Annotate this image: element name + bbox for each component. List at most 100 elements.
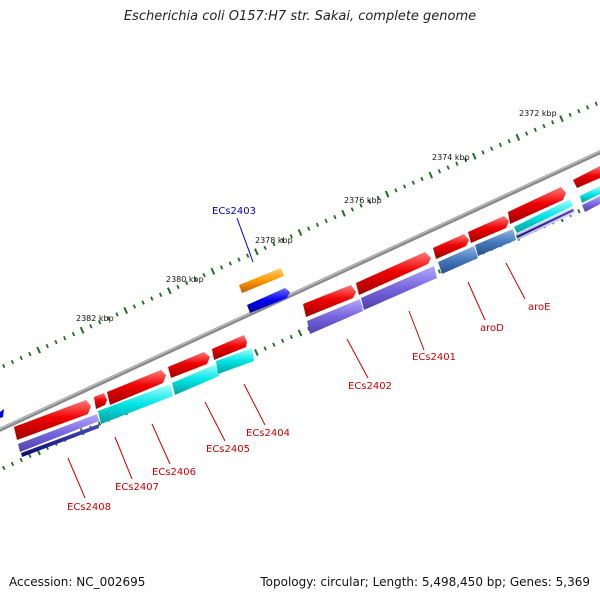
ruler-tick [542, 123, 546, 129]
ruler-tick [71, 331, 76, 337]
genome-summary-text: Topology: circular; Length: 5,498,450 bp… [260, 575, 590, 589]
ruler-tick [97, 421, 102, 426]
gene-label-aroe[interactable]: aroE [528, 302, 550, 313]
ruler-tick [219, 265, 224, 270]
ruler-label: 2374 kbp [432, 153, 470, 162]
cds-ecs2403[interactable] [239, 268, 284, 293]
ruler-tick [341, 209, 346, 217]
ruler-tick [368, 199, 372, 204]
map-title: Escherichia coli O157:H7 str. Sakai, com… [123, 9, 477, 24]
cds-navy-ecs2408[interactable] [21, 424, 99, 457]
ruler-label: 2382 kbp [76, 314, 114, 323]
ruler-tick [10, 359, 15, 365]
ruler-tick [411, 180, 415, 185]
gene-label-ecs2407[interactable]: ECs2407 [115, 482, 159, 493]
cds-red-right-2[interactable] [573, 166, 600, 188]
cds-aroe[interactable] [468, 216, 509, 243]
ruler-tick [533, 127, 537, 133]
gene-label-ecs2404[interactable]: ECs2404 [246, 428, 290, 439]
cds-arod[interactable] [433, 234, 469, 259]
genome-backbone [0, 150, 600, 432]
ruler-tick [132, 304, 137, 309]
ruler-label: 2376 kbp [344, 196, 382, 205]
cds-ecs2401[interactable] [356, 252, 431, 295]
cds-blue-left-edge[interactable] [0, 409, 4, 418]
cds-ecs2402[interactable] [303, 285, 356, 317]
ruler-tick [437, 269, 442, 274]
ruler-tick [297, 228, 303, 237]
ruler-tick [394, 188, 398, 193]
ruler-tick [106, 316, 110, 321]
ruler-tick [150, 296, 154, 301]
ruler-tick [559, 115, 564, 123]
cds-red-right-1[interactable] [508, 187, 566, 224]
ruler-tick [272, 241, 276, 247]
cds-purple-ecs2401[interactable] [361, 266, 437, 310]
gene-label-ecs2403[interactable]: ECs2403 [212, 206, 256, 217]
ruler-tick [551, 120, 555, 125]
gene-label-ecs2408[interactable]: ECs2408 [67, 502, 111, 513]
ruler-label: 2380 kbp [166, 275, 204, 284]
ruler-tick [263, 346, 267, 351]
gene-label-arod[interactable]: aroD [480, 323, 504, 334]
cds-ecs2408[interactable] [14, 400, 91, 440]
cds-navy-right[interactable] [517, 209, 574, 238]
ruler-tick [141, 300, 145, 305]
ruler-tick [10, 461, 15, 467]
ruler-label: 2372 kbp [519, 109, 557, 118]
ruler-tick [263, 245, 267, 251]
cds-purple-ecs2402[interactable] [307, 299, 363, 334]
gene-label-ecs2405[interactable]: ECs2405 [206, 444, 250, 455]
ruler-tick [280, 238, 285, 243]
ruler-tick [471, 152, 477, 160]
ruler-tick [280, 338, 285, 343]
ruler-tick [79, 326, 85, 334]
accession-text: Accession: NC_002695 [9, 575, 146, 589]
cds-purple-far-right[interactable] [582, 196, 600, 212]
ruler-tick [490, 146, 494, 151]
gene-label-ecs2406[interactable]: ECs2406 [152, 467, 196, 478]
ruler-tick [36, 346, 41, 354]
cds-cyan-1[interactable] [98, 384, 173, 424]
cds-cyan-3[interactable] [216, 348, 254, 374]
cds-ecs2405[interactable] [212, 335, 247, 360]
ruler-tick [237, 257, 241, 262]
gene-label-ecs2401[interactable]: ECs2401 [412, 352, 456, 363]
ruler-tick [333, 214, 337, 220]
ruler-tick [289, 334, 293, 340]
ruler-tick [307, 226, 311, 231]
ruler-tick [577, 108, 581, 114]
ruler-tick [54, 339, 58, 345]
ruler-tick [28, 453, 32, 458]
cds-small-red[interactable] [94, 393, 107, 409]
ruler-tick [463, 157, 468, 163]
ruler-tick [228, 261, 232, 266]
ruler-tick [2, 465, 6, 471]
ruler-tick [324, 218, 328, 224]
cds-steel-arod[interactable] [438, 246, 478, 274]
ruler-tick [446, 165, 450, 170]
ruler-tick [481, 150, 485, 155]
leader-lines [67, 217, 526, 499]
cds-cyan-right[interactable] [514, 199, 573, 233]
ruler-tick [524, 131, 529, 136]
gene-label-ecs2402[interactable]: ECs2402 [348, 381, 392, 392]
ruler-tick [28, 351, 32, 357]
cds-purple-ecs2408[interactable] [18, 414, 99, 452]
ruler-tick [455, 161, 459, 166]
ruler-tick [19, 355, 23, 361]
cds-ecs2407[interactable] [107, 370, 166, 405]
cds-ecs2403-reverse[interactable] [247, 288, 290, 313]
cds-cyan-far-right[interactable] [580, 186, 600, 203]
ruler-tick [185, 280, 189, 286]
cds-cyan-2[interactable] [172, 364, 219, 395]
ruler-tick [89, 324, 93, 329]
ruler-tick [202, 273, 206, 278]
cds-ecs2406[interactable] [168, 352, 210, 378]
ruler-tick [45, 343, 49, 349]
ruler-tick [210, 267, 216, 275]
ruler-tick [272, 342, 276, 347]
cds-steel-aroe[interactable] [475, 229, 516, 256]
genome-backbone-highlight [0, 150, 600, 430]
